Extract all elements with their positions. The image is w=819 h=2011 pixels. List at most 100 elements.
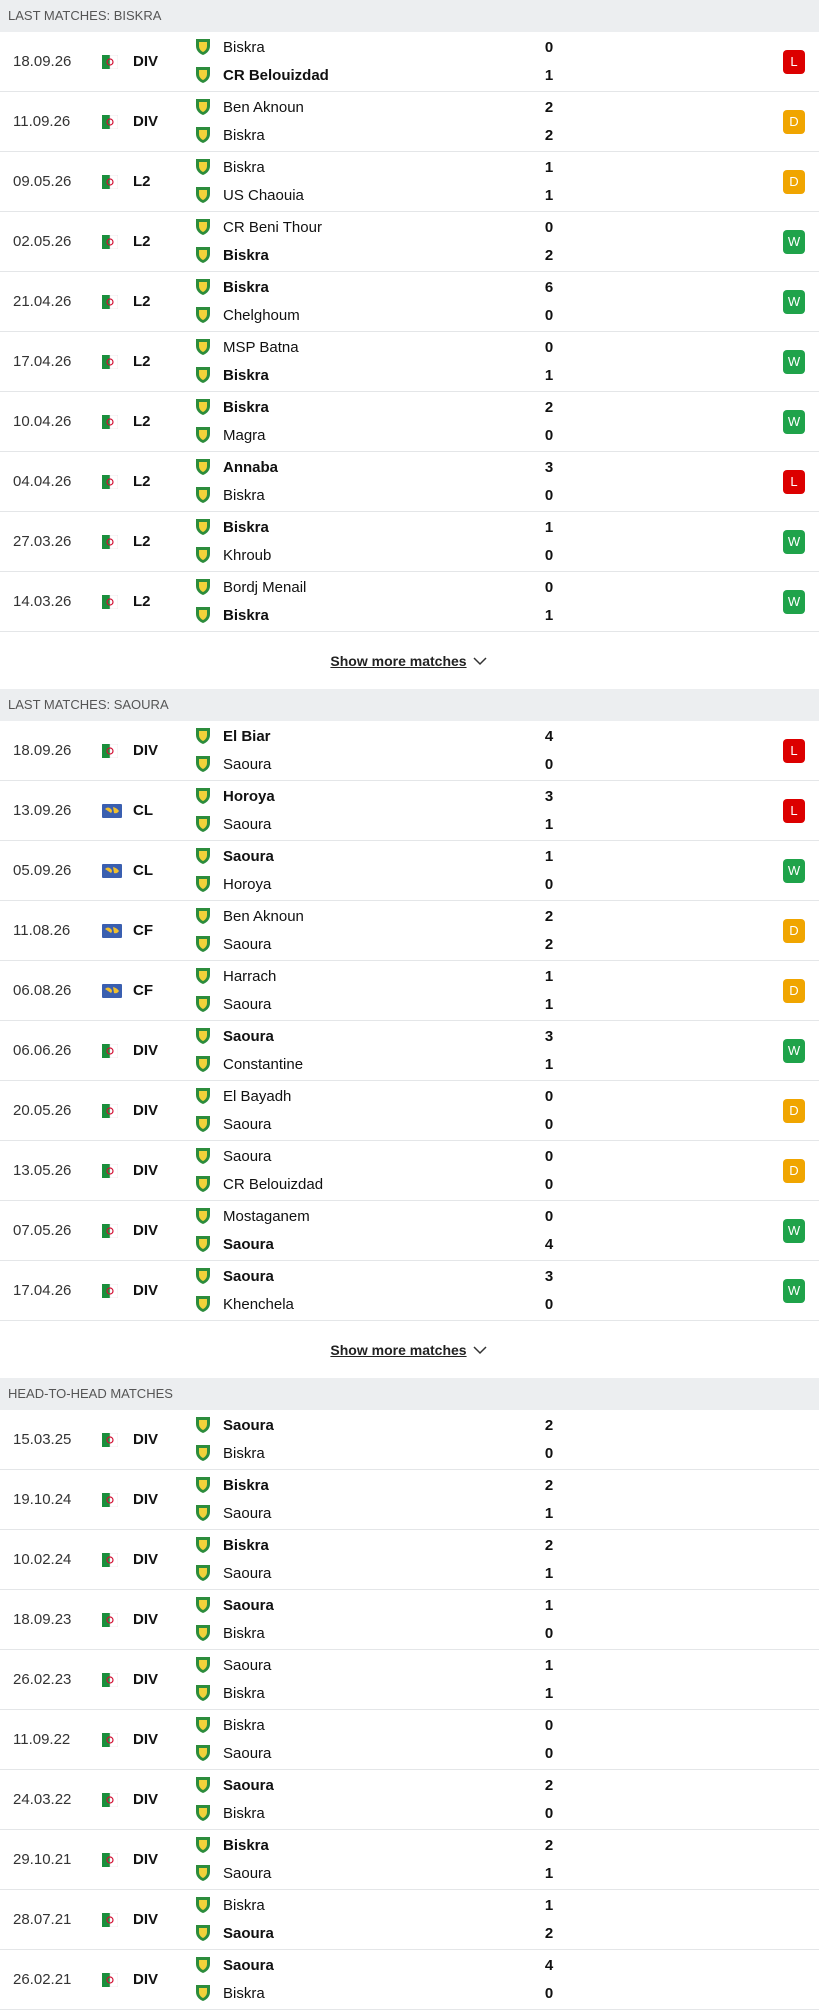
score: 0 bbox=[544, 547, 554, 564]
score: 1 bbox=[544, 1657, 554, 1674]
match-row[interactable]: 26.02.21 DIV Saoura 4 Biskra 0 bbox=[0, 1950, 819, 2010]
match-row[interactable]: 05.09.26 CL Saoura 1 Horoya 0 W bbox=[0, 841, 819, 901]
match-row[interactable]: 17.04.26 L2 MSP Batna 0 Biskra 1 W bbox=[0, 332, 819, 392]
team-name: Saoura bbox=[223, 1597, 274, 1614]
league: L2 bbox=[133, 233, 151, 250]
match-row[interactable]: 07.05.26 DIV Mostaganem 0 Saoura 4 W bbox=[0, 1201, 819, 1261]
team-logo bbox=[196, 219, 210, 235]
team-logo bbox=[196, 39, 210, 55]
match-row[interactable]: 14.03.26 L2 Bordj Menail 0 Biskra 1 W bbox=[0, 572, 819, 632]
team-name: US Chaouia bbox=[223, 187, 304, 204]
score: 1 bbox=[544, 1685, 554, 1702]
match-row[interactable]: 10.02.24 DIV Biskra 2 Saoura 1 bbox=[0, 1530, 819, 1590]
team-name: Biskra bbox=[223, 1685, 265, 1702]
match-row[interactable]: 18.09.26 DIV Biskra 0 CR Belouizdad 1 L bbox=[0, 32, 819, 92]
score: 2 bbox=[544, 908, 554, 925]
match-row[interactable]: 13.05.26 DIV Saoura 0 CR Belouizdad 0 D bbox=[0, 1141, 819, 1201]
match-row[interactable]: 02.05.26 L2 CR Beni Thour 0 Biskra 2 W bbox=[0, 212, 819, 272]
match-row[interactable]: 26.02.23 DIV Saoura 1 Biskra 1 bbox=[0, 1650, 819, 1710]
country-flag bbox=[102, 415, 118, 429]
country-flag bbox=[102, 1853, 118, 1867]
team-logo bbox=[196, 1957, 210, 1973]
score: 2 bbox=[544, 936, 554, 953]
score: 2 bbox=[544, 1837, 554, 1854]
team-name: Biskra bbox=[223, 279, 269, 296]
team-logo bbox=[196, 519, 210, 535]
score: 0 bbox=[544, 1176, 554, 1193]
country-flag bbox=[102, 1553, 118, 1567]
score: 2 bbox=[544, 1777, 554, 1794]
show-more[interactable]: Show more matches bbox=[0, 1321, 819, 1378]
match-row[interactable]: 11.09.22 DIV Biskra 0 Saoura 0 bbox=[0, 1710, 819, 1770]
country-flag bbox=[102, 295, 118, 309]
match-row[interactable]: 20.05.26 DIV El Bayadh 0 Saoura 0 D bbox=[0, 1081, 819, 1141]
score: 1 bbox=[544, 1597, 554, 1614]
score: 4 bbox=[544, 1957, 554, 1974]
match-row[interactable]: 19.10.24 DIV Biskra 2 Saoura 1 bbox=[0, 1470, 819, 1530]
show-more[interactable]: Show more matches bbox=[0, 632, 819, 689]
team-name: Saoura bbox=[223, 1657, 272, 1674]
league: DIV bbox=[133, 1791, 159, 1808]
section-header: HEAD-TO-HEAD MATCHES bbox=[0, 1378, 819, 1410]
match-row[interactable]: 27.03.26 L2 Biskra 1 Khroub 0 W bbox=[0, 512, 819, 572]
match-date: 18.09.23 bbox=[13, 1611, 72, 1628]
match-row[interactable]: 10.04.26 L2 Biskra 2 Magra 0 W bbox=[0, 392, 819, 452]
team-logo bbox=[196, 1805, 210, 1821]
team-logo bbox=[196, 1565, 210, 1581]
team-logo bbox=[196, 788, 210, 804]
team-logo bbox=[196, 399, 210, 415]
team-name: Saoura bbox=[223, 756, 272, 773]
team-logo bbox=[196, 1985, 210, 2001]
league: DIV bbox=[133, 1551, 159, 1568]
match-date: 20.05.26 bbox=[13, 1102, 72, 1119]
match-row[interactable]: 04.04.26 L2 Annaba 3 Biskra 0 L bbox=[0, 452, 819, 512]
match-row[interactable]: 13.09.26 CL Horoya 3 Saoura 1 L bbox=[0, 781, 819, 841]
country-flag bbox=[102, 1913, 118, 1927]
country-flag bbox=[102, 55, 118, 69]
match-row[interactable]: 18.09.23 DIV Saoura 1 Biskra 0 bbox=[0, 1590, 819, 1650]
result-badge: W bbox=[783, 230, 805, 254]
country-flag bbox=[102, 1433, 118, 1447]
team-name: Saoura bbox=[223, 1148, 272, 1165]
match-row[interactable]: 06.08.26 CF Harrach 1 Saoura 1 D bbox=[0, 961, 819, 1021]
match-row[interactable]: 21.04.26 L2 Biskra 6 Chelghoum 0 W bbox=[0, 272, 819, 332]
score: 2 bbox=[544, 399, 554, 416]
match-date: 09.05.26 bbox=[13, 173, 72, 190]
match-date: 21.04.26 bbox=[13, 293, 72, 310]
team-logo bbox=[196, 1477, 210, 1493]
match-row[interactable]: 15.03.25 DIV Saoura 2 Biskra 0 bbox=[0, 1410, 819, 1470]
country-flag bbox=[102, 924, 122, 938]
score: 1 bbox=[544, 1865, 554, 1882]
show-more-link[interactable]: Show more matches bbox=[330, 1341, 467, 1358]
score: 0 bbox=[544, 339, 554, 356]
match-row[interactable]: 28.07.21 DIV Biskra 1 Saoura 2 bbox=[0, 1890, 819, 1950]
match-row[interactable]: 09.05.26 L2 Biskra 1 US Chaouia 1 D bbox=[0, 152, 819, 212]
league: DIV bbox=[133, 1971, 159, 1988]
match-row[interactable]: 29.10.21 DIV Biskra 2 Saoura 1 bbox=[0, 1830, 819, 1890]
team-logo bbox=[196, 1296, 210, 1312]
country-flag bbox=[102, 1973, 118, 1987]
match-row[interactable]: 11.09.26 DIV Ben Aknoun 2 Biskra 2 D bbox=[0, 92, 819, 152]
team-name: Biskra bbox=[223, 39, 265, 56]
country-flag bbox=[102, 1044, 118, 1058]
team-logo bbox=[196, 1925, 210, 1941]
score: 3 bbox=[544, 788, 554, 805]
team-logo bbox=[196, 1685, 210, 1701]
team-name: Saoura bbox=[223, 996, 272, 1013]
match-row[interactable]: 06.06.26 DIV Saoura 3 Constantine 1 W bbox=[0, 1021, 819, 1081]
match-row[interactable]: 18.09.26 DIV El Biar 4 Saoura 0 L bbox=[0, 721, 819, 781]
country-flag bbox=[102, 984, 122, 998]
score: 0 bbox=[544, 1805, 554, 1822]
team-logo bbox=[196, 908, 210, 924]
show-more-link[interactable]: Show more matches bbox=[330, 652, 467, 669]
country-flag bbox=[102, 115, 118, 129]
match-row[interactable]: 24.03.22 DIV Saoura 2 Biskra 0 bbox=[0, 1770, 819, 1830]
team-name: Saoura bbox=[223, 1565, 272, 1582]
match-row[interactable]: 17.04.26 DIV Saoura 3 Khenchela 0 W bbox=[0, 1261, 819, 1321]
team-name: CR Belouizdad bbox=[223, 67, 329, 84]
team-logo bbox=[196, 1777, 210, 1793]
team-logo bbox=[196, 1268, 210, 1284]
match-row[interactable]: 11.08.26 CF Ben Aknoun 2 Saoura 2 D bbox=[0, 901, 819, 961]
team-name: El Bayadh bbox=[223, 1088, 292, 1105]
country-flag bbox=[102, 1613, 118, 1627]
